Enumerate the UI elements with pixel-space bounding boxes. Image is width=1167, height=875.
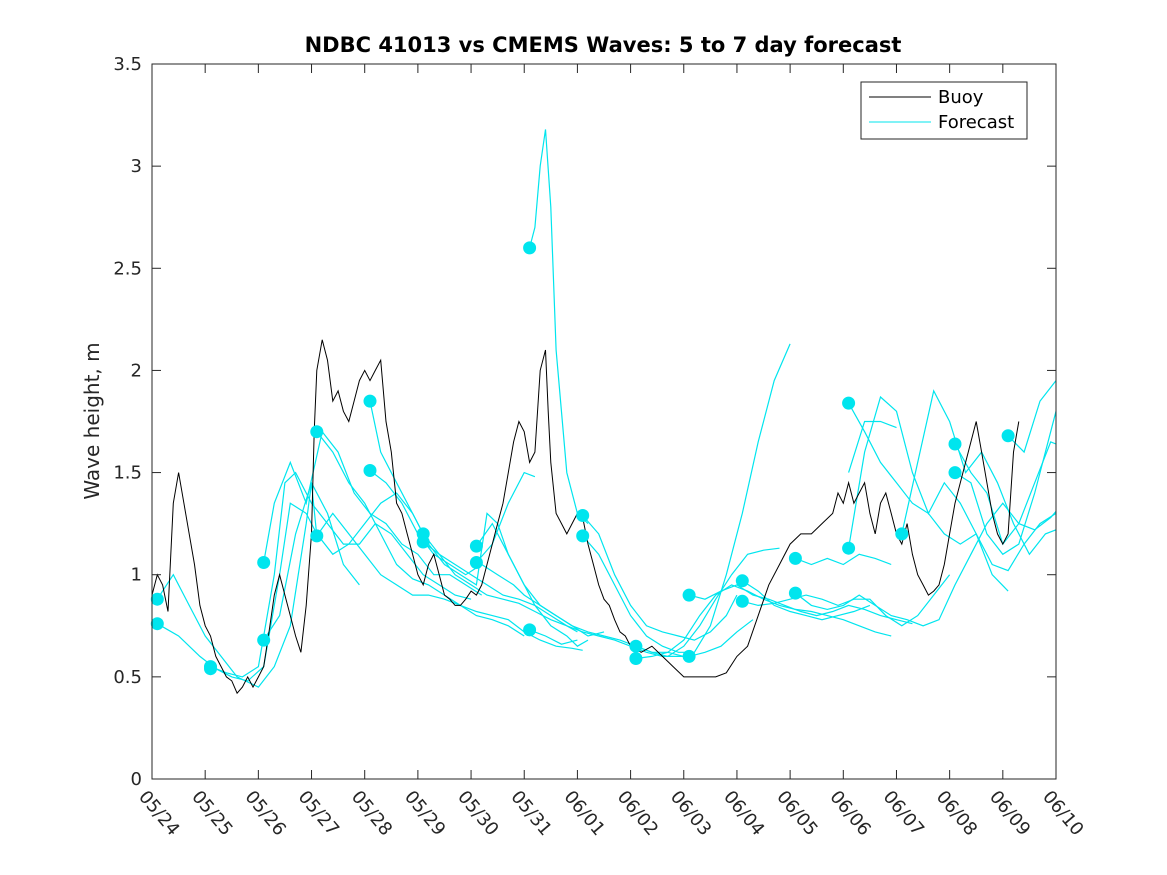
y-tick-label: 2.5 — [113, 258, 142, 279]
forecast-line-6 — [369, 400, 589, 647]
forecast-line-22 — [795, 553, 892, 566]
y-tick-label: 1.5 — [113, 463, 142, 484]
y-axis-label: Wave height, m — [80, 342, 104, 499]
legend-forecast-label: Forecast — [938, 112, 1014, 133]
forecast-marker-18 — [629, 639, 643, 653]
forecast-marker-9 — [363, 464, 377, 477]
forecast-marker-16 — [576, 509, 590, 522]
forecast-series — [156, 129, 1057, 688]
forecast-marker-17 — [576, 529, 590, 543]
forecast-line-18 — [688, 584, 913, 625]
y-tick-label: 1 — [131, 565, 142, 586]
forecast-line-20 — [741, 580, 871, 621]
legend-buoy-label: Buoy — [938, 87, 984, 108]
forecast-marker-22 — [735, 574, 749, 588]
forecast-line-28 — [954, 441, 1057, 546]
legend: Buoy Forecast — [860, 81, 1028, 140]
plot-area — [152, 64, 1056, 779]
chart-title: NDBC 41013 vs CMEMS Waves: 5 to 7 day fo… — [305, 33, 902, 57]
forecast-line-26 — [848, 420, 897, 473]
forecast-marker-26 — [842, 396, 856, 410]
forecast-marker-12 — [469, 539, 483, 553]
forecast-line-5 — [316, 431, 583, 651]
forecast-line-23 — [795, 502, 1057, 627]
forecast-line-30 — [1007, 380, 1057, 454]
forecast-line-24 — [848, 402, 1057, 572]
forecast-line-11 — [475, 471, 536, 563]
forecast-marker-15 — [523, 623, 537, 637]
forecast-marker-4 — [257, 556, 271, 569]
plot-frame — [151, 63, 1057, 780]
forecast-line-13 — [529, 129, 589, 525]
forecast-marker-13 — [469, 556, 483, 569]
forecast-line-29 — [954, 411, 1057, 556]
forecast-marker-25 — [788, 586, 802, 600]
forecast-marker-27 — [842, 541, 856, 555]
forecast-marker-11 — [416, 535, 430, 549]
y-tick-label: 2 — [131, 360, 142, 381]
forecast-line-25 — [848, 395, 1009, 592]
y-axis: 0 0.5 1 1.5 2 2.5 3 3.5 — [113, 54, 1056, 790]
y-tick-label: 0.5 — [113, 667, 142, 688]
forecast-marker-8 — [363, 394, 377, 408]
forecast-marker-19 — [629, 652, 643, 665]
forecast-marker-20 — [682, 588, 696, 602]
buoy-series — [151, 339, 1020, 695]
forecast-marker-3 — [204, 662, 217, 676]
forecast-marker-21 — [682, 649, 696, 663]
forecast-start-markers — [150, 241, 1015, 676]
forecast-line-4 — [263, 482, 525, 641]
buoy-line — [151, 339, 1020, 695]
forecast-marker-7 — [310, 529, 324, 543]
plot-background — [152, 64, 1056, 779]
forecast-marker-23 — [735, 594, 749, 608]
y-tick-label: 3.5 — [113, 54, 142, 75]
forecast-line-21 — [742, 574, 951, 627]
forecast-marker-28 — [895, 527, 909, 541]
forecast-line-0 — [156, 480, 360, 688]
y-tick-label: 3 — [131, 156, 142, 177]
forecast-marker-5 — [257, 633, 271, 647]
forecast-marker-6 — [310, 425, 324, 439]
forecast-marker-29 — [948, 437, 962, 451]
forecast-marker-0 — [150, 592, 164, 606]
forecast-line-14 — [582, 515, 738, 641]
y-tick-label: 0 — [131, 769, 142, 790]
forecast-line-8 — [422, 533, 578, 633]
forecast-line-12 — [529, 629, 578, 645]
forecast-marker-24 — [788, 551, 802, 565]
forecast-line-19 — [688, 619, 754, 657]
forecast-marker-1 — [150, 617, 164, 631]
forecast-marker-30 — [948, 466, 962, 480]
forecast-marker-14 — [523, 241, 537, 255]
forecast-marker-31 — [1001, 429, 1015, 443]
legend-box — [860, 81, 1028, 140]
